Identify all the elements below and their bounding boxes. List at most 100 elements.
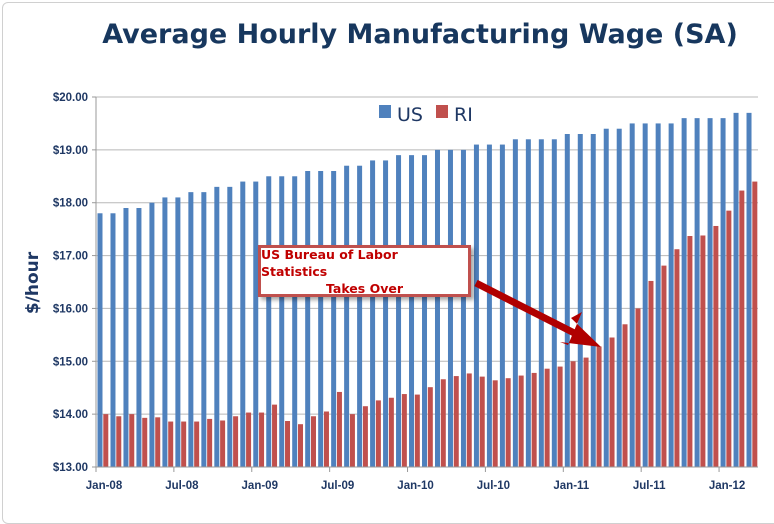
y-axis-label: $/hour: [23, 251, 43, 314]
bar-us: [733, 112, 739, 467]
bar-ri: [635, 308, 641, 467]
bar-ri: [466, 373, 472, 467]
bar-us: [603, 128, 609, 467]
bar-us: [720, 118, 726, 468]
bar-ri: [674, 249, 680, 467]
bar-ri: [440, 379, 446, 467]
bar-ri: [194, 421, 200, 467]
bar-us: [473, 144, 479, 468]
annotation-line1: US Bureau of Labor Statistics: [261, 246, 398, 279]
y-tick-label: $20.00: [53, 92, 88, 104]
x-tick-label: Jul-08: [165, 480, 199, 492]
bar-us: [486, 144, 492, 468]
bar-ri: [752, 181, 758, 468]
bar-ri: [726, 210, 732, 467]
x-tick-label: Jul-10: [477, 480, 510, 492]
bar-us: [551, 139, 557, 468]
bar-ri: [544, 368, 550, 467]
bar-ri: [181, 421, 187, 467]
bar-us: [136, 208, 142, 467]
bar-ri: [505, 378, 511, 467]
bar-us: [434, 149, 440, 467]
bar-us: [175, 197, 181, 467]
bar-us: [681, 118, 687, 468]
bars: [97, 112, 758, 468]
bar-us: [123, 208, 129, 467]
bar-us: [707, 118, 713, 468]
annotation-line2: Takes Over: [325, 280, 403, 296]
legend-swatch-us: [379, 105, 391, 118]
legend: US RI: [379, 104, 473, 126]
bar-ri: [155, 417, 161, 467]
y-tick-label: $19.00: [53, 145, 88, 157]
bar-us: [266, 176, 272, 468]
bar-ri: [349, 414, 355, 467]
bar-us: [499, 144, 505, 468]
bar-ri: [492, 380, 498, 467]
x-tick-label: Jan-10: [397, 480, 433, 492]
legend-label-us: US: [397, 104, 423, 126]
bar-us: [97, 213, 103, 467]
bar-ri: [103, 414, 109, 467]
bar-us: [447, 149, 453, 467]
bar-us: [525, 139, 531, 468]
y-tick-label: $15.00: [53, 356, 88, 368]
bar-us: [590, 134, 596, 467]
bar-ri: [518, 375, 524, 467]
bar-ri: [609, 337, 615, 467]
bar-ri: [246, 412, 252, 467]
bar-ri: [739, 190, 745, 468]
x-tick-label: Jan-08: [86, 480, 123, 492]
bar-ri: [700, 235, 706, 467]
bar-ri: [570, 361, 576, 467]
bar-ri: [596, 346, 602, 467]
bar-us: [188, 192, 194, 467]
bar-ri: [648, 280, 654, 467]
bar-us: [292, 176, 298, 468]
bar-ri: [310, 416, 316, 467]
annotation-arrow: [474, 279, 601, 347]
bar-ri: [401, 394, 407, 467]
y-tick-label: $17.00: [53, 251, 88, 263]
bar-ri: [375, 400, 381, 467]
bar-ri: [388, 397, 394, 467]
bar-ri: [583, 357, 589, 467]
bar-us: [110, 213, 116, 467]
bar-ri: [233, 416, 239, 467]
bar-us: [422, 155, 428, 467]
bar-us: [305, 171, 311, 467]
bar-chart: Average Hourly Manufacturing Wage (SA) $…: [23, 19, 758, 492]
bar-ri: [323, 411, 329, 467]
bar-us: [253, 181, 259, 468]
bar-us: [214, 186, 220, 467]
bar-ri: [142, 417, 148, 467]
bar-us: [318, 171, 324, 467]
bar-us: [201, 192, 207, 467]
bar-us: [344, 165, 350, 467]
y-tick-label: $13.00: [53, 462, 88, 474]
arrow-head: [560, 312, 601, 347]
bar-us: [668, 123, 674, 467]
bar-ri: [427, 387, 433, 467]
bar-us: [655, 123, 661, 467]
x-tick-label: Jan-12: [709, 480, 745, 492]
y-tick-label: $18.00: [53, 198, 88, 210]
bar-us: [396, 155, 402, 467]
bar-ri: [531, 372, 537, 467]
bar-us: [577, 134, 583, 467]
bar-ri: [362, 406, 368, 467]
bar-us: [564, 134, 570, 467]
bar-us: [149, 202, 155, 467]
bar-ri: [557, 366, 563, 467]
chart-title: Average Hourly Manufacturing Wage (SA): [102, 19, 738, 50]
bar-ri: [453, 376, 459, 467]
annotation-box: US Bureau of Labor Statistics Takes Over: [258, 245, 471, 297]
x-tick-label: Jan-09: [242, 480, 278, 492]
bar-us: [616, 128, 622, 467]
arrow-shaft: [474, 279, 590, 344]
axes: $13.00 $14.00 $15.00 $16.00 $17.00 $18.00 $19.…: [53, 92, 758, 492]
bar-ri: [220, 420, 226, 467]
bar-ri: [414, 394, 420, 467]
bar-ri: [116, 416, 122, 467]
bar-ri: [622, 324, 628, 467]
